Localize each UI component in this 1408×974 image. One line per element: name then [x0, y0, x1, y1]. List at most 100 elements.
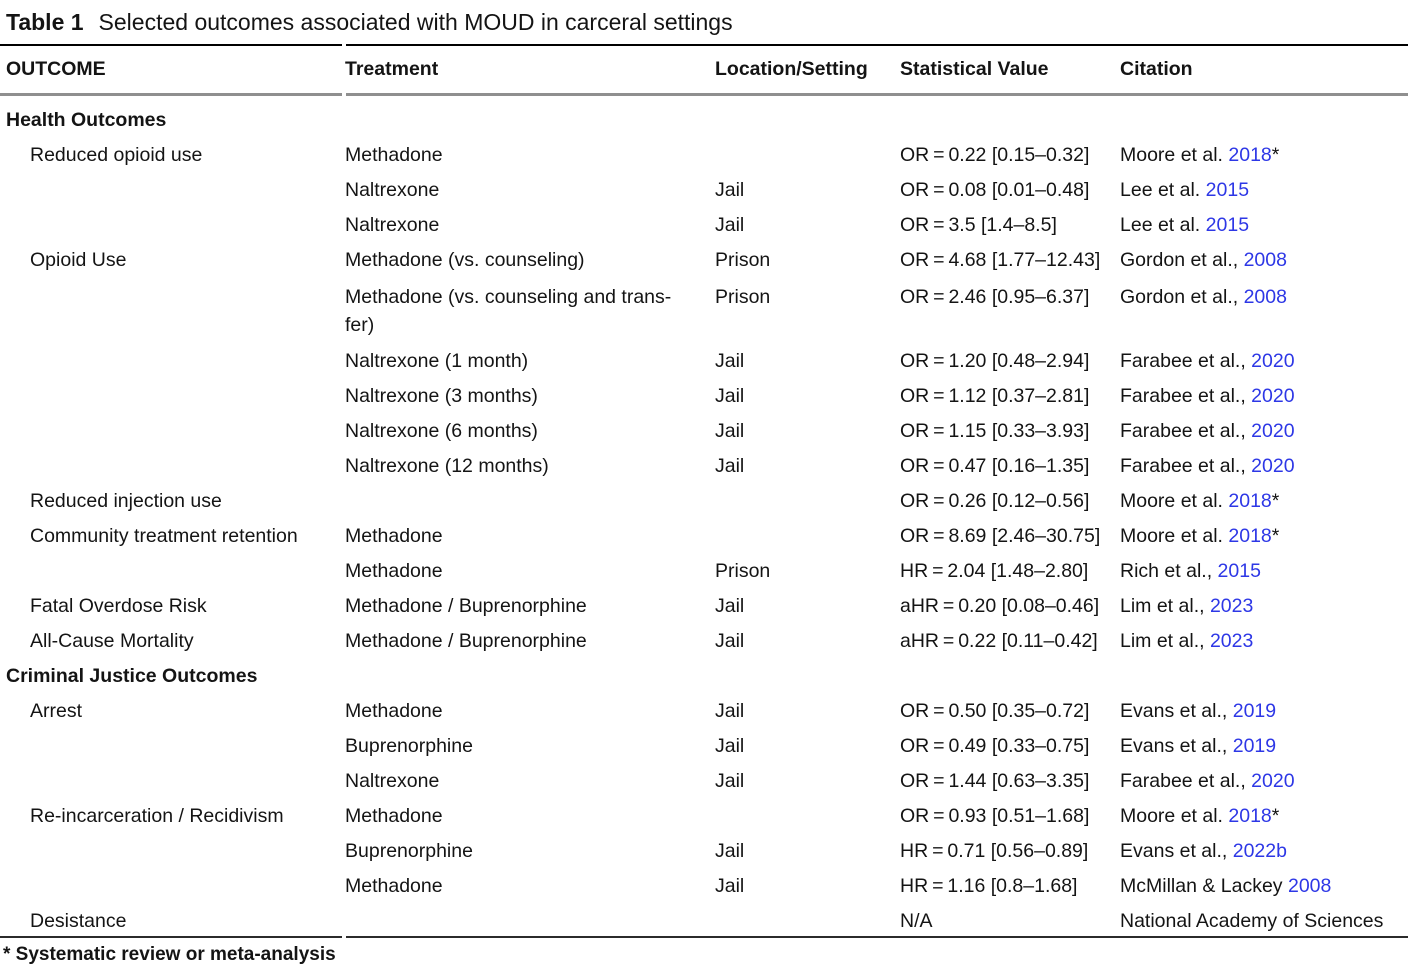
table-title: Table 1 Selected outcomes associated with…	[6, 9, 733, 36]
citation-year-link[interactable]: 2020	[1251, 770, 1295, 792]
table-row: Buprenorphine Jail OR = 0.49 [0.33–0.75]…	[0, 729, 1408, 764]
citation-text: Farabee et al.,	[1120, 770, 1252, 792]
cell-treatment: Naltrexone (1 month)	[345, 350, 529, 372]
citation-year-link[interactable]: 2020	[1251, 350, 1295, 372]
cell-outcome: Fatal Overdose Risk	[30, 595, 207, 617]
cell-stat: aHR = 0.20 [0.08–0.46]	[900, 595, 1100, 617]
citation-text: Farabee et al.,	[1120, 420, 1252, 442]
cell-location: Jail	[715, 595, 745, 617]
citation-year-link[interactable]: 2023	[1209, 630, 1254, 652]
citation-year-link[interactable]: 2015	[1217, 560, 1261, 582]
cell-outcome: Reduced injection use	[30, 490, 222, 512]
section-title: Criminal Justice Outcomes	[6, 665, 258, 687]
cell-outcome	[0, 208, 345, 243]
table-header-row: OUTCOME Treatment Location/Setting Stati…	[0, 56, 1408, 82]
cell-stat: OR = 0.08 [0.01–0.48]	[900, 179, 1090, 201]
table-caption: Selected outcomes associated with MOUD i…	[98, 9, 733, 35]
cell-location	[715, 519, 900, 554]
cell-outcome	[0, 449, 345, 484]
cell-stat: OR = 1.12 [0.37–2.81]	[900, 385, 1090, 407]
citation-text: Moore et al.	[1120, 805, 1229, 827]
cell-stat: OR = 0.50 [0.35–0.72]	[900, 700, 1090, 722]
cell-location: Jail	[715, 179, 745, 201]
cell-outcome: Reduced opioid use	[30, 144, 203, 166]
cell-location: Prison	[715, 286, 771, 308]
cell-stat: OR = 0.26 [0.12–0.56]	[900, 490, 1090, 512]
cell-stat: OR = 8.69 [2.46–30.75]	[900, 525, 1101, 547]
cell-outcome: All-Cause Mortality	[30, 630, 194, 652]
cell-citation: Farabee et al., 2020	[1120, 344, 1408, 379]
citation-year-link[interactable]: 2023	[1209, 595, 1254, 617]
cell-treatment: Methadone	[345, 805, 443, 827]
citation-year-link[interactable]: 2008	[1243, 249, 1287, 271]
citation-year-link[interactable]: 2015	[1205, 179, 1250, 201]
table-row: Opioid Use Methadone (vs. counseling) Pr…	[0, 243, 1408, 278]
citation-year-link[interactable]: 2020	[1251, 385, 1295, 407]
citation-text: Lee et al.	[1120, 179, 1206, 201]
cell-citation: National Academy of Sciences	[1120, 904, 1408, 939]
table-footnote: * Systematic review or meta-analysis	[3, 944, 336, 965]
citation-year-link[interactable]: 2020	[1251, 455, 1295, 477]
cell-stat: OR = 1.20 [0.48–2.94]	[900, 350, 1090, 372]
cell-stat: OR = 0.47 [0.16–1.35]	[900, 455, 1090, 477]
table-row: Fatal Overdose Risk Methadone / Buprenor…	[0, 589, 1408, 624]
cell-treatment: Methadone / Buprenorphine	[345, 595, 587, 617]
citation-year-link[interactable]: 2019	[1232, 735, 1277, 757]
citation-year-link[interactable]: 2018	[1228, 525, 1272, 547]
table-body: Health Outcomes Reduced opioid use Metha…	[0, 103, 1408, 939]
cell-treatment: Naltrexone	[345, 179, 440, 201]
cell-outcome: Desistance	[30, 910, 127, 932]
table-row: Methadone (vs. counseling and trans- fer…	[0, 278, 1408, 344]
cell-citation: Rich et al., 2015	[1120, 554, 1408, 589]
bottom-rule-left	[0, 936, 342, 938]
citation-year-link[interactable]: 2008	[1287, 875, 1332, 897]
cell-treatment: Naltrexone (12 months)	[345, 455, 549, 477]
cell-stat: OR = 1.15 [0.33–3.93]	[900, 420, 1090, 442]
citation-text: Rich et al.,	[1120, 560, 1218, 582]
table-row: Naltrexone Jail OR = 3.5 [1.4–8.5] Lee e…	[0, 208, 1408, 243]
cell-treatment: Methadone / Buprenorphine	[345, 630, 587, 652]
table-row: Desistance N/A National Academy of Scien…	[0, 904, 1408, 939]
table-row: Buprenorphine Jail HR = 0.71 [0.56–0.89]…	[0, 834, 1408, 869]
citation-text: Evans et al.,	[1120, 840, 1233, 862]
table-row: Re-incarceration / Recidivism Methadone …	[0, 799, 1408, 834]
table-row: All-Cause Mortality Methadone / Buprenor…	[0, 624, 1408, 659]
cell-citation: Gordon et al., 2008	[1120, 278, 1408, 344]
column-header-treatment: Treatment	[345, 58, 439, 80]
cell-location	[715, 484, 900, 519]
cell-stat: HR = 0.71 [0.56–0.89]	[900, 840, 1089, 862]
cell-location: Jail	[715, 214, 745, 236]
cell-outcome: Arrest	[30, 700, 83, 722]
cell-citation: Moore et al. 2018*	[1120, 519, 1408, 554]
cell-location: Jail	[715, 735, 745, 757]
citation-text: National Academy of Sciences	[1120, 910, 1384, 932]
citation-text: Gordon et al.,	[1120, 286, 1244, 308]
cell-citation: Lim et al., 2023	[1120, 589, 1408, 624]
section-title: Health Outcomes	[6, 109, 167, 131]
header-rule-left	[0, 93, 342, 96]
cell-stat: OR = 0.49 [0.33–0.75]	[900, 735, 1090, 757]
cell-citation: Moore et al. 2018*	[1120, 138, 1408, 173]
citation-year-link[interactable]: 2022b	[1232, 840, 1287, 862]
citation-text: Moore et al.	[1120, 525, 1229, 547]
cell-location: Jail	[715, 700, 745, 722]
citation-year-link[interactable]: 2019	[1232, 700, 1277, 722]
cell-location: Prison	[715, 560, 771, 582]
cell-treatment: Naltrexone (3 months)	[345, 385, 538, 407]
top-rule-left	[0, 44, 342, 46]
cell-stat: OR = 3.5 [1.4–8.5]	[900, 214, 1057, 236]
citation-year-link[interactable]: 2018	[1228, 805, 1272, 827]
citation-year-link[interactable]: 2018	[1228, 490, 1272, 512]
citation-year-link[interactable]: 2015	[1205, 214, 1250, 236]
citation-text: Moore et al.	[1120, 144, 1229, 166]
citation-year-link[interactable]: 2020	[1251, 420, 1295, 442]
cell-location	[715, 904, 900, 939]
cell-location: Jail	[715, 875, 745, 897]
cell-citation: Farabee et al., 2020	[1120, 379, 1408, 414]
citation-year-link[interactable]: 2018	[1228, 144, 1272, 166]
section-row-criminal-justice-outcomes: Criminal Justice Outcomes	[0, 659, 1408, 694]
citation-asterisk: *	[1271, 805, 1280, 827]
cell-treatment: Methadone	[345, 875, 443, 897]
column-header-outcome: OUTCOME	[6, 58, 106, 80]
citation-year-link[interactable]: 2008	[1243, 286, 1287, 308]
